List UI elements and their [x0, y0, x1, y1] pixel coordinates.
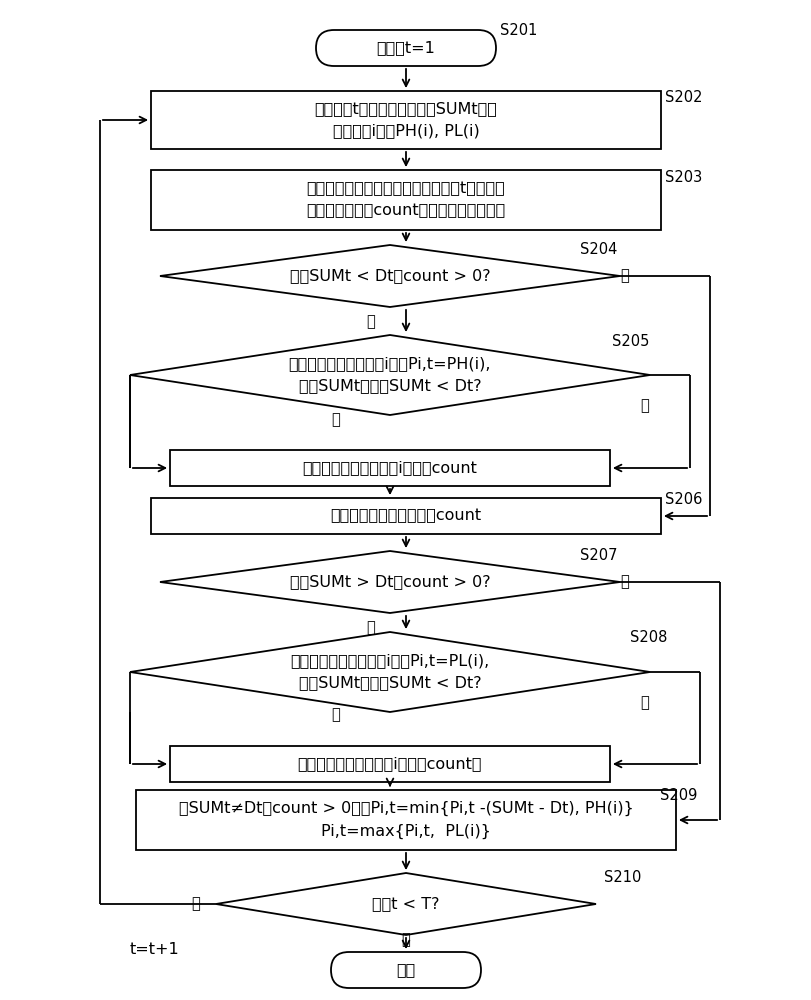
Text: 否: 否	[401, 932, 410, 947]
Text: 从列表中随机选取机组i，令Pi,t=PL(i),
计算SUMt并判断SUMt < Dt?: 从列表中随机选取机组i，令Pi,t=PL(i), 计算SUMt并判断SUMt <…	[290, 653, 489, 691]
Text: 是: 是	[639, 696, 648, 710]
Polygon shape	[216, 873, 595, 935]
Text: S204: S204	[579, 242, 616, 257]
Text: S208: S208	[629, 630, 667, 645]
Bar	[169, 746, 609, 782]
Text: S210: S210	[603, 870, 641, 885]
Text: S206: S206	[664, 491, 702, 506]
Text: 判断SUMt > Dt且count > 0?: 判断SUMt > Dt且count > 0?	[290, 574, 490, 589]
Text: 否: 否	[620, 268, 628, 284]
Text: 是: 是	[366, 314, 375, 330]
Bar	[135, 790, 676, 850]
Text: S205: S205	[611, 334, 649, 349]
Text: 是: 是	[191, 896, 200, 911]
Text: 结束: 结束	[396, 962, 415, 977]
Text: S209: S209	[659, 788, 697, 803]
Text: 初始化t=1: 初始化t=1	[376, 41, 435, 56]
Text: 否: 否	[331, 412, 340, 428]
Text: 否: 否	[331, 708, 340, 722]
Bar	[169, 450, 609, 486]
Polygon shape	[160, 551, 620, 613]
Text: 从开机列表中删除机组i，更新count，: 从开机列表中删除机组i，更新count，	[298, 756, 482, 772]
Text: 重新建立开机列表，更新count: 重新建立开机列表，更新count	[330, 508, 481, 524]
Text: t=t+1: t=t+1	[130, 942, 179, 957]
FancyBboxPatch shape	[315, 30, 496, 66]
Bar	[151, 91, 660, 149]
Polygon shape	[160, 245, 620, 307]
Text: 若SUMt≠Dt且count > 0，令Pi,t=min{Pi,t -(SUMt - Dt), PH(i)}
Pi,t=max{Pi,t,  PL(i)}: 若SUMt≠Dt且count > 0，令Pi,t=min{Pi,t -(SUMt…	[178, 801, 633, 839]
Bar	[151, 170, 660, 230]
Bar	[151, 498, 660, 534]
Text: S202: S202	[664, 90, 702, 105]
Text: 是: 是	[366, 620, 375, 636]
Polygon shape	[130, 335, 649, 415]
Text: 否: 否	[620, 574, 628, 589]
FancyBboxPatch shape	[331, 952, 480, 988]
Text: 判断t < T?: 判断t < T?	[371, 896, 440, 911]
Text: S203: S203	[664, 170, 702, 185]
Polygon shape	[130, 632, 649, 712]
Text: S207: S207	[579, 548, 616, 564]
Text: S201: S201	[500, 23, 537, 38]
Text: 计算时段t所有机组出力总和SUMt以及
每个机组i的和PH(i), PL(i): 计算时段t所有机组出力总和SUMt以及 每个机组i的和PH(i), PL(i)	[314, 101, 497, 139]
Text: 是: 是	[639, 398, 648, 414]
Text: 判断SUMt < Dt且count > 0?: 判断SUMt < Dt且count > 0?	[290, 268, 490, 284]
Text: 从列表中随机选取机组i，令Pi,t=PH(i),
计算SUMt并判断SUMt < Dt?: 从列表中随机选取机组i，令Pi,t=PH(i), 计算SUMt并判断SUMt <…	[289, 356, 491, 394]
Text: 从开机列表中删除机组i，更新count: 从开机列表中删除机组i，更新count	[303, 460, 477, 476]
Text: 建立一个开机列表，包含所有在时段t处于开机
状态的机组，用count记录列表中机组数。: 建立一个开机列表，包含所有在时段t处于开机 状态的机组，用count记录列表中机…	[306, 181, 505, 219]
